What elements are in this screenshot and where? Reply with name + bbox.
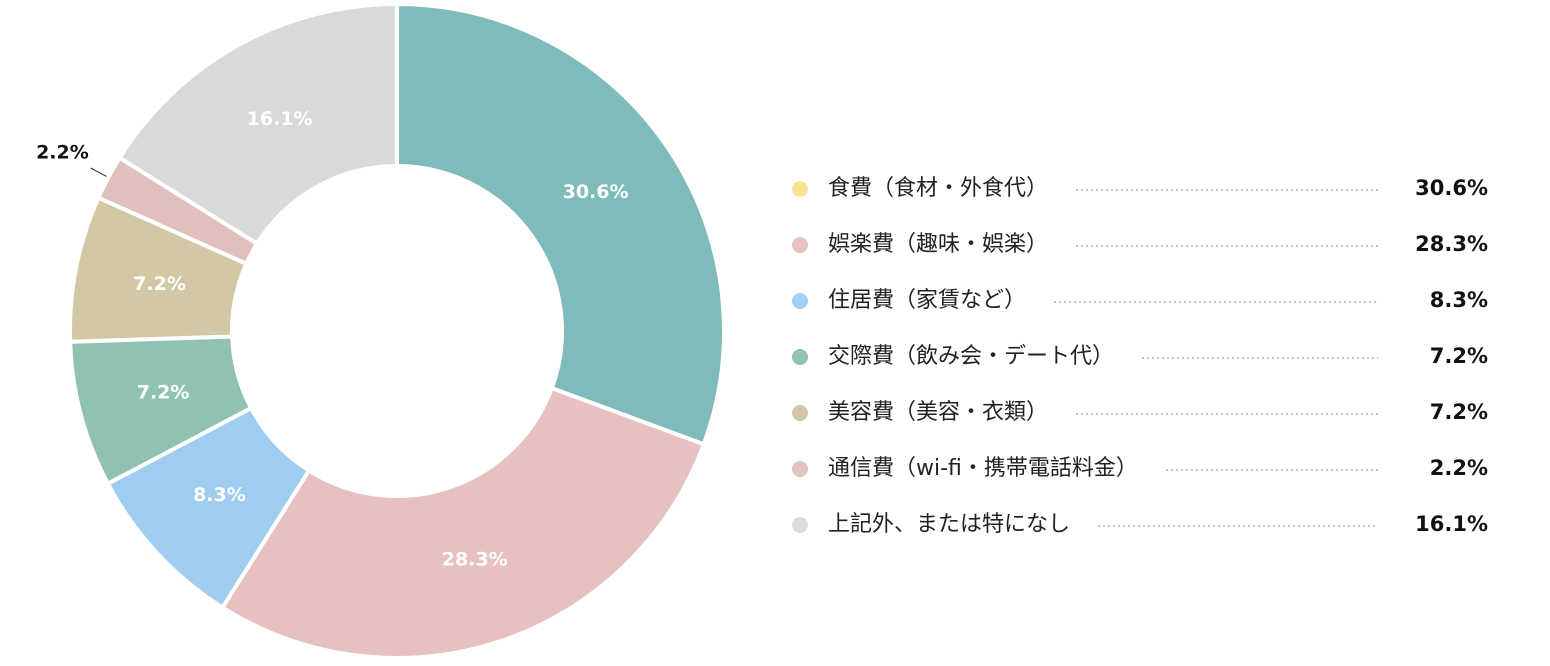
legend-label: 美容費（美容・衣類） [828,400,1048,425]
legend-marker [792,461,808,477]
legend-label: 食費（食材・外食代） [828,176,1048,201]
legend-marker [792,349,808,365]
slice-label: 28.3% [442,549,508,571]
legend-value: 28.3% [1415,232,1488,256]
legend-marker [792,293,808,309]
leader-line [90,167,107,177]
legend-label: 交際費（飲み会・デート代） [828,344,1114,369]
slice-label: 30.6% [563,181,629,203]
legend-label: 上記外、または特になし [828,512,1070,537]
legend-label: 通信費（wi-fi・携帯電話料金） [828,456,1138,481]
slice-label: 7.2% [137,382,190,404]
legend-marker [792,237,808,253]
legend-marker [792,405,808,421]
legend-value: 30.6% [1415,176,1488,200]
slice-label: 7.2% [133,273,186,295]
slice-label: 2.2% [36,141,89,163]
slice [395,1,726,447]
legend-label: 住居費（家賃など） [828,288,1026,313]
legend-value: 16.1% [1415,512,1488,536]
legend-marker [792,181,808,197]
legend-value: 7.2% [1430,344,1488,368]
slice-label: 16.1% [247,108,313,130]
legend-value: 7.2% [1430,400,1488,424]
slice [219,385,707,660]
legend-marker [792,517,808,533]
legend-value: 8.3% [1430,288,1488,312]
legend-value: 2.2% [1430,456,1488,480]
slice-label: 8.3% [193,484,246,506]
legend-label: 娯楽費（趣味・娯楽） [828,232,1048,257]
slice [116,1,399,247]
